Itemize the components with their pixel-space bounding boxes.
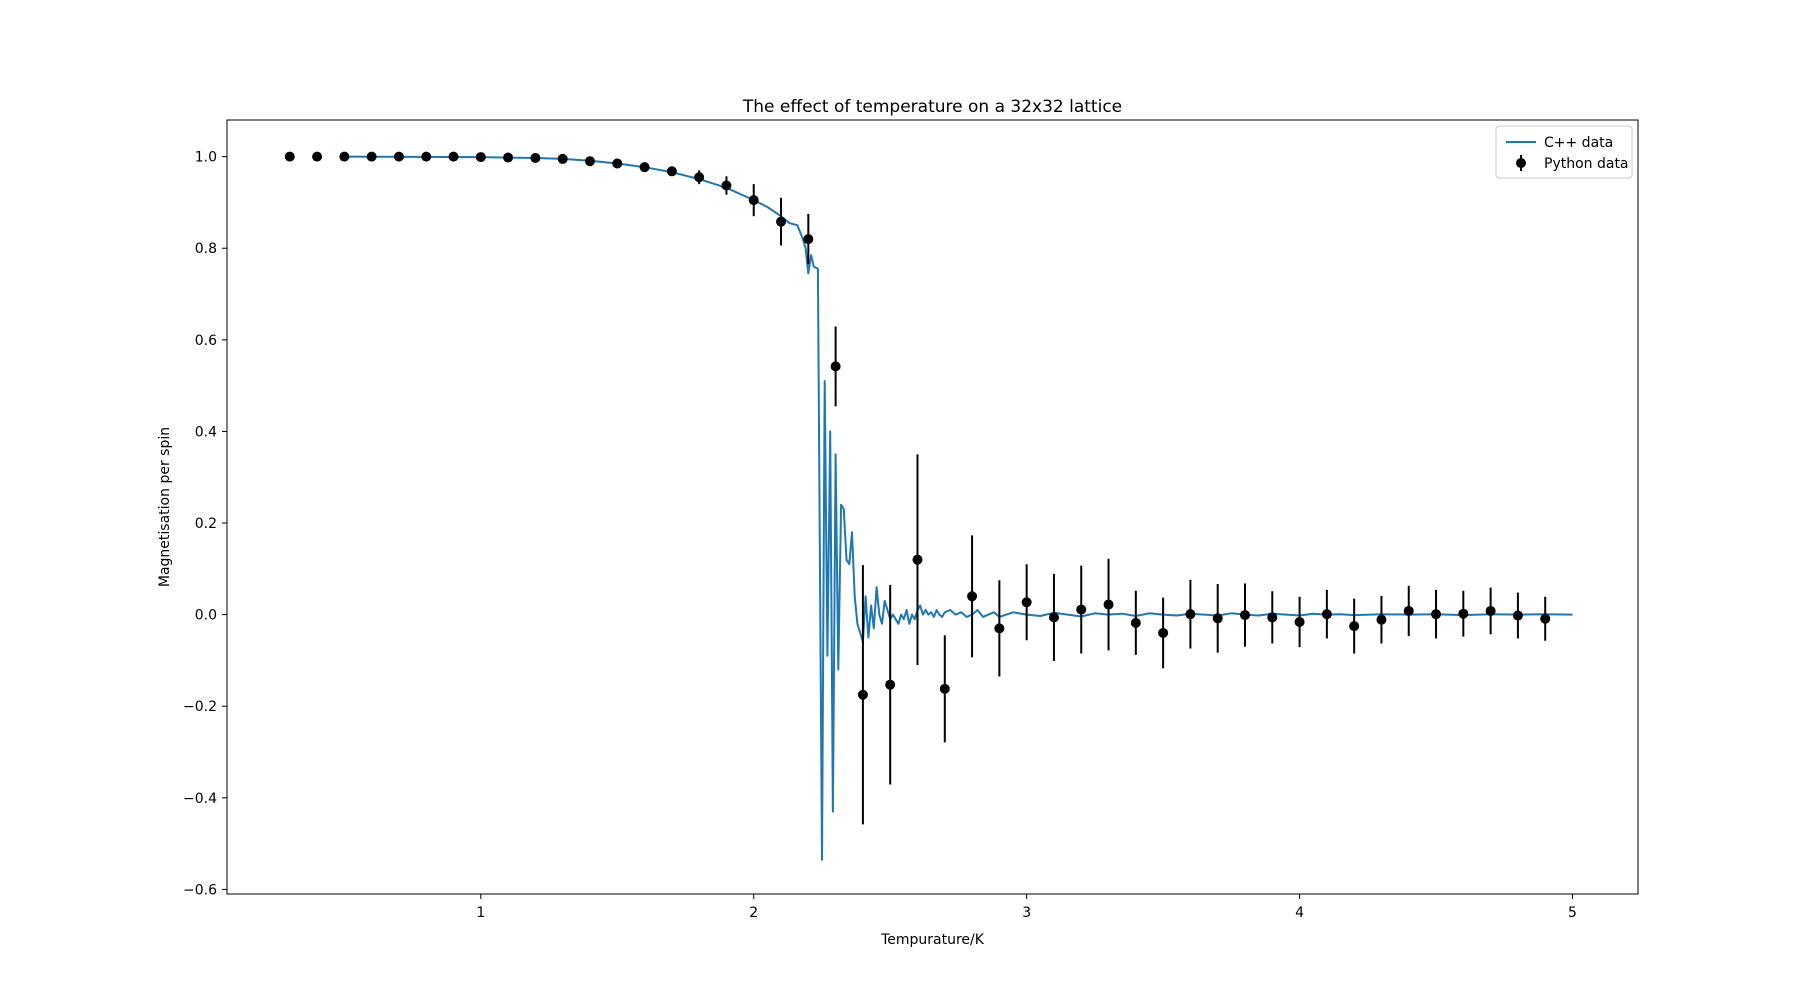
data-point-python [803, 234, 814, 245]
x-tick-label: 5 [1568, 905, 1577, 921]
data-point-python [393, 151, 404, 162]
data-point-python [1021, 597, 1032, 608]
legend-label-python: Python data [1544, 156, 1629, 172]
data-point-python [475, 152, 486, 163]
x-tick-label: 2 [749, 905, 758, 921]
data-point-python [1376, 614, 1387, 625]
x-tick-label: 3 [1022, 905, 1031, 921]
y-tick-label: 0.4 [195, 424, 217, 440]
data-point-python [1212, 613, 1223, 624]
data-point-python [584, 156, 595, 167]
data-point-python [857, 689, 868, 700]
x-tick-label: 4 [1295, 905, 1304, 921]
data-point-python [967, 591, 978, 602]
y-tick-label: 1.0 [195, 150, 217, 166]
y-tick-label: 0.0 [195, 608, 217, 624]
series-group [284, 151, 1573, 861]
data-point-python [1185, 609, 1196, 620]
data-point-python [1321, 609, 1332, 620]
y-tick-label: −0.2 [183, 699, 217, 715]
x-axis-label: Tempurature/K [880, 932, 985, 948]
data-point-python [1431, 609, 1442, 620]
data-point-python [639, 162, 650, 173]
y-tick-label: −0.4 [183, 791, 217, 807]
data-point-python [1048, 612, 1059, 623]
data-point-python [748, 195, 759, 206]
data-point-python [939, 683, 950, 694]
data-point-python [312, 151, 323, 162]
data-point-python [666, 166, 677, 177]
data-point-python [1458, 608, 1469, 619]
data-point-python [1130, 617, 1141, 628]
x-axis: 1 2 3 4 5 [476, 894, 1577, 921]
data-point-python [421, 151, 432, 162]
data-point-python [503, 152, 514, 163]
data-point-python [612, 158, 623, 169]
data-point-python [284, 151, 295, 162]
axes-frame [226, 119, 1639, 895]
data-point-python [694, 172, 705, 183]
data-point-python [339, 151, 350, 162]
legend-label-cpp: C++ data [1544, 135, 1613, 151]
y-tick-label: 0.8 [195, 241, 217, 257]
data-point-python [1540, 613, 1551, 624]
legend-errorbar-marker [1516, 158, 1526, 168]
y-axis-label: Magnetisation per spin [157, 427, 173, 587]
data-point-python [366, 151, 377, 162]
data-point-python [721, 180, 732, 191]
data-point-python [1239, 610, 1250, 621]
data-point-python [830, 361, 841, 372]
data-point-python [1158, 627, 1169, 638]
data-point-python [776, 216, 787, 227]
legend: C++ data Python data [1495, 125, 1633, 179]
data-point-python [1267, 612, 1278, 623]
data-point-python [1512, 610, 1523, 621]
data-point-python [1076, 604, 1087, 615]
chart-title: The effect of temperature on a 32x32 lat… [742, 97, 1122, 117]
data-point-python [1349, 621, 1360, 632]
y-tick-label: −0.6 [183, 882, 217, 898]
data-point-python [885, 679, 896, 690]
data-point-python [1103, 599, 1114, 610]
data-point-python [912, 554, 923, 565]
series-line-cpp [344, 155, 1573, 861]
data-point-python [1294, 616, 1305, 627]
plot-area: 1 2 3 4 5 −0.6 −0.4 −0.2 0.0 0.2 0.4 0.6 0.8 1.0 [183, 119, 1639, 921]
legend-errorbar-swatch [1516, 155, 1526, 171]
data-point-python [994, 623, 1005, 634]
legend-box [1495, 125, 1633, 179]
data-point-python [557, 153, 568, 164]
data-point-python [448, 151, 459, 162]
data-point-python [530, 153, 541, 164]
data-point-python [1485, 605, 1496, 616]
data-point-python [1403, 605, 1414, 616]
y-tick-label: 0.6 [195, 333, 217, 349]
y-axis: −0.6 −0.4 −0.2 0.0 0.2 0.4 0.6 0.8 1.0 [183, 150, 227, 898]
x-tick-label: 1 [476, 905, 485, 921]
y-tick-label: 0.2 [195, 516, 217, 532]
